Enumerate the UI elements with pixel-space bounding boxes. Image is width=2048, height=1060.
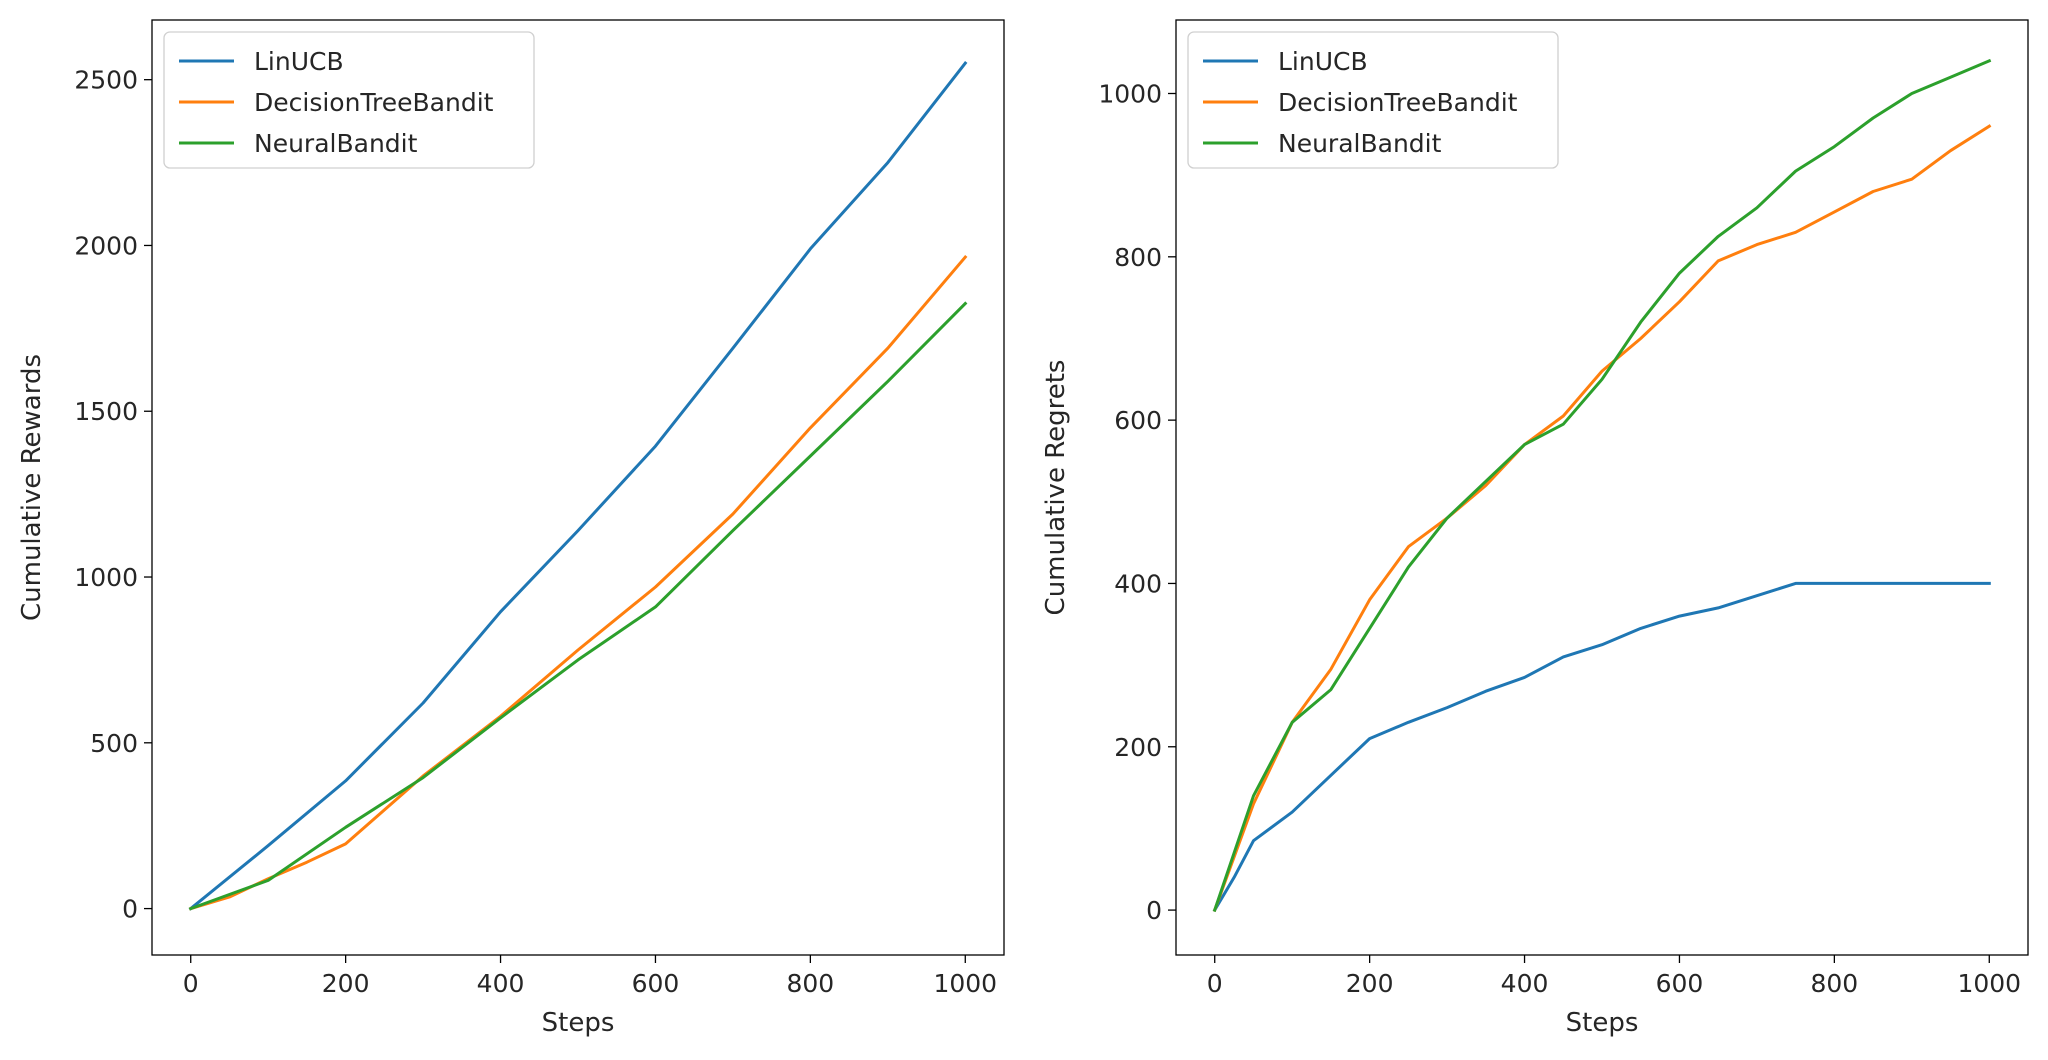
y-axis-label: Cumulative Rewards — [17, 354, 47, 621]
legend: LinUCB DecisionTreeBandit NeuralBandit — [1187, 31, 1559, 169]
series-line-linucb — [1212, 581, 1991, 913]
y-axis-label: Cumulative Regrets — [1041, 360, 1071, 616]
x-tick-label: 200 — [322, 969, 370, 998]
y-tick-label: 500 — [90, 729, 138, 758]
legend-label: LinUCB — [254, 47, 344, 76]
x-tick-label: 600 — [1656, 969, 1704, 998]
y-tick-label: 200 — [1114, 733, 1162, 762]
x-axis-label: Steps — [542, 1008, 615, 1038]
regrets-panel: 0 200 400 600 800 1000 0 200 400 600 800 1000 Steps C… — [1041, 19, 2029, 1038]
legend-box — [1187, 31, 1559, 169]
legend-label: LinUCB — [1278, 47, 1368, 76]
plot-frame — [151, 19, 1005, 956]
x-tick-label: 400 — [1501, 969, 1549, 998]
x-tick-label: 800 — [787, 969, 835, 998]
legend-label: DecisionTreeBandit — [1278, 88, 1518, 117]
y-tick-label: 0 — [1146, 896, 1162, 925]
legend-label: DecisionTreeBandit — [254, 88, 494, 117]
series-line-linucb — [188, 60, 968, 911]
x-tick-label: 0 — [183, 969, 199, 998]
x-tick-label: 600 — [632, 969, 680, 998]
legend-box — [163, 31, 535, 169]
y-tick-label: 600 — [1114, 406, 1162, 435]
x-tick-label: 1000 — [1957, 969, 2021, 998]
legend-label: NeuralBandit — [1278, 129, 1442, 158]
y-tick-label: 1000 — [74, 563, 138, 592]
y-tick-label: 1000 — [1098, 79, 1162, 108]
legend-label: NeuralBandit — [254, 129, 418, 158]
y-tick-label: 800 — [1114, 243, 1162, 272]
legend: LinUCB DecisionTreeBandit NeuralBandit — [163, 31, 535, 169]
y-tick-label: 400 — [1114, 569, 1162, 598]
x-tick-label: 200 — [1346, 969, 1394, 998]
series-line-neuralbandit — [1212, 58, 1992, 913]
series-line-neuralbandit — [188, 301, 968, 911]
x-axis-label: Steps — [1566, 1008, 1639, 1038]
series-line-decisiontreebandit — [1212, 124, 1992, 913]
y-tick-label: 2000 — [74, 231, 138, 260]
plot-frame — [1175, 19, 2029, 956]
x-tick-label: 800 — [1811, 969, 1859, 998]
rewards-panel: 0 200 400 600 800 1000 0 500 1000 1500 2000 2500 Ste… — [17, 19, 1005, 1038]
y-tick-label: 2500 — [74, 66, 138, 95]
y-tick-label: 0 — [122, 895, 138, 924]
y-tick-label: 1500 — [74, 397, 138, 426]
x-tick-label: 1000 — [933, 969, 997, 998]
x-tick-label: 400 — [477, 969, 525, 998]
x-tick-label: 0 — [1207, 969, 1223, 998]
